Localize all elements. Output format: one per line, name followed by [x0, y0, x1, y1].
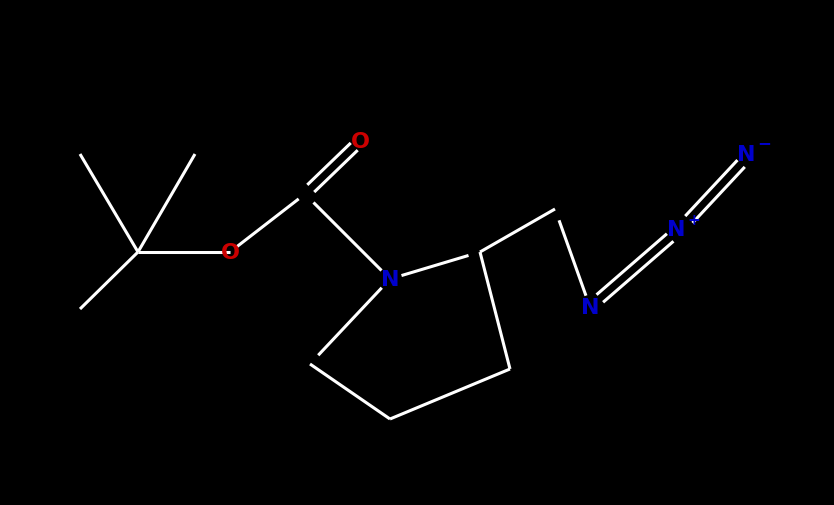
Text: N: N [381, 270, 399, 289]
Text: N: N [736, 145, 756, 165]
Text: N: N [666, 220, 686, 239]
Text: N: N [580, 297, 600, 317]
Text: +: + [687, 212, 701, 227]
Text: O: O [220, 242, 239, 263]
Text: −: − [757, 134, 771, 152]
Text: O: O [350, 132, 369, 152]
